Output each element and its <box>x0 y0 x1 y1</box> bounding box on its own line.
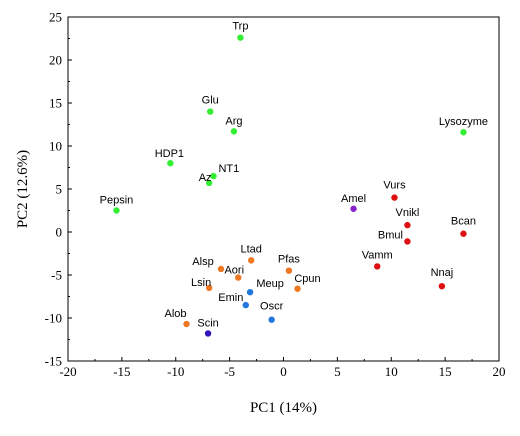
point-label-lysozyme: Lysozyme <box>439 116 488 128</box>
plot-frame <box>67 16 500 362</box>
point-nnaj <box>438 282 446 290</box>
point-label-pepsin: Pepsin <box>100 195 134 207</box>
point-label-trp: Trp <box>232 21 248 33</box>
x-tick-label: -20 <box>59 364 76 379</box>
point-label-vnikl: Vnikl <box>395 207 419 219</box>
x-axis-title: PC1 (14%) <box>250 400 317 416</box>
point-amel <box>350 205 357 212</box>
data-points <box>113 34 467 337</box>
point-label-pfas: Pfas <box>278 254 301 266</box>
point-label-cpun: Cpun <box>294 273 320 285</box>
y-tick-label: 0 <box>56 225 63 240</box>
x-tick-label: 0 <box>280 364 287 379</box>
point-nt1 <box>210 172 217 180</box>
x-tick-label: 15 <box>439 364 452 379</box>
point-aori <box>235 274 242 281</box>
point-label-hdp1: HDP1 <box>155 148 184 160</box>
point-label-nnaj: Nnaj <box>431 267 454 279</box>
x-tick-label: -5 <box>224 364 235 379</box>
x-tick-label: 5 <box>334 364 341 379</box>
point-pepsin <box>113 207 120 214</box>
point-hdp1 <box>167 160 174 167</box>
point-label-scin: Scin <box>197 317 218 329</box>
y-tick-label: 15 <box>49 96 62 111</box>
point-alsp <box>217 265 225 273</box>
y-tick-label: 10 <box>49 139 62 154</box>
point-label-vurs: Vurs <box>383 180 406 192</box>
y-tick-label: -10 <box>45 311 62 326</box>
point-scin <box>204 330 212 337</box>
point-cpun <box>294 285 301 292</box>
x-tick-label: 20 <box>493 364 506 379</box>
point-label-emin: Emin <box>218 292 243 304</box>
point-label-glu: Glu <box>202 95 219 107</box>
y-tick-label: 20 <box>49 53 62 68</box>
point-az <box>205 179 213 187</box>
point-lysozyme <box>460 129 467 136</box>
x-tick-label: -10 <box>167 364 184 379</box>
point-oscr <box>268 316 275 323</box>
point-alob <box>183 320 190 328</box>
y-tick-label: -15 <box>45 354 62 369</box>
y-tick-label: 5 <box>56 182 63 197</box>
point-label-ltad: Ltad <box>240 243 261 255</box>
point-vurs <box>391 194 398 201</box>
point-meup <box>246 289 254 296</box>
point-vamm <box>374 263 381 270</box>
point-label-alsp: Alsp <box>192 256 213 268</box>
point-label-amel: Amel <box>341 193 366 205</box>
point-label-bcan: Bcan <box>451 216 476 228</box>
point-glu <box>207 108 214 115</box>
point-labels: Trp Glu Arg HDP1 NT1 Az Pepsin Lysozyme Amel Vurs… <box>100 21 488 330</box>
point-bcan <box>460 230 467 237</box>
axes <box>67 16 500 362</box>
point-pfas <box>285 267 293 274</box>
point-label-nt1: NT1 <box>218 163 239 175</box>
point-ltad <box>247 257 255 264</box>
point-label-arg: Arg <box>225 115 242 127</box>
y-tick-label: -5 <box>51 268 62 283</box>
point-vnikl <box>404 221 411 229</box>
point-label-lsin: Lsin <box>191 277 211 289</box>
point-label-oscr: Oscr <box>260 301 284 313</box>
point-label-bmul: Bmul <box>378 229 403 241</box>
y-axis-title: PC2 (12.6%) <box>15 150 31 228</box>
point-label-az: Az <box>199 172 212 184</box>
x-tick-label: -15 <box>113 364 130 379</box>
point-bmul <box>404 238 411 245</box>
x-tick-label: 10 <box>385 364 398 379</box>
point-label-vamm: Vamm <box>362 249 393 261</box>
point-label-meup: Meup <box>256 278 284 290</box>
point-emin <box>242 301 249 309</box>
point-trp <box>237 34 244 41</box>
y-tick-label: 25 <box>49 10 62 25</box>
point-label-aori: Aori <box>224 265 244 277</box>
point-arg <box>230 128 238 135</box>
point-lsin <box>205 284 213 292</box>
point-label-alob: Alob <box>165 308 187 320</box>
